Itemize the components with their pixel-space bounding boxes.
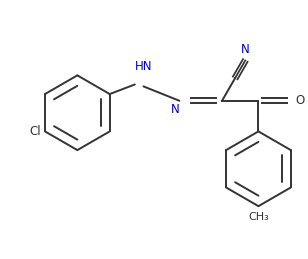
Text: CH₃: CH₃ [248,212,269,222]
Text: N: N [241,43,250,56]
Text: O: O [295,94,305,107]
Text: Cl: Cl [30,125,41,138]
Text: N: N [171,103,179,116]
Text: HN: HN [135,60,152,74]
